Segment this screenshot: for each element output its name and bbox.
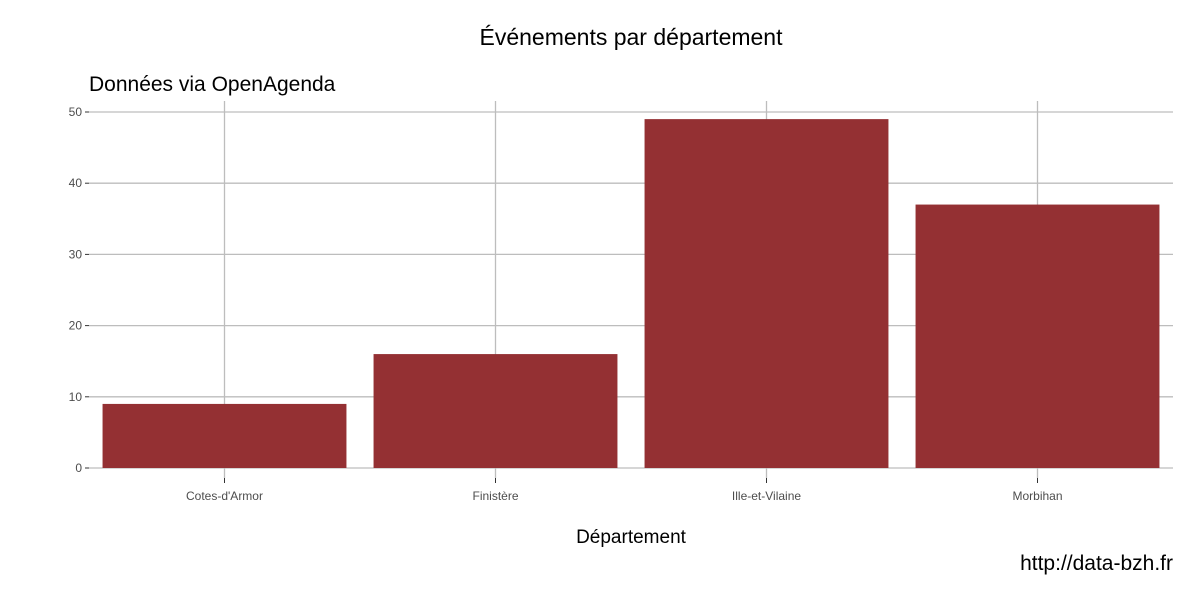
axis-ticks: 0 10 20 30 40 50 Cotes-d'Armor Finistère Ille-et… [69, 105, 1063, 503]
chart-caption: http://data-bzh.fr [1020, 552, 1173, 575]
bar [644, 119, 889, 469]
chart-title: Événements par département [479, 24, 783, 50]
y-tick-label: 30 [69, 247, 83, 261]
y-tick-label: 0 [75, 461, 82, 475]
bar [373, 354, 618, 468]
bar [102, 403, 347, 468]
y-tick-label: 40 [69, 176, 83, 190]
x-tick-label: Morbihan [1012, 489, 1062, 503]
bar [915, 204, 1160, 468]
x-tick-label: Cotes-d'Armor [186, 489, 263, 503]
y-tick-label: 50 [69, 105, 83, 119]
chart-subtitle: Données via OpenAgenda [89, 73, 336, 96]
x-tick-label: Ille-et-Vilaine [732, 489, 801, 503]
y-tick-label: 20 [69, 319, 83, 333]
bars [102, 119, 1160, 469]
x-tick-label: Finistère [472, 489, 518, 503]
x-axis-title: Département [576, 527, 687, 548]
y-tick-label: 10 [69, 390, 83, 404]
